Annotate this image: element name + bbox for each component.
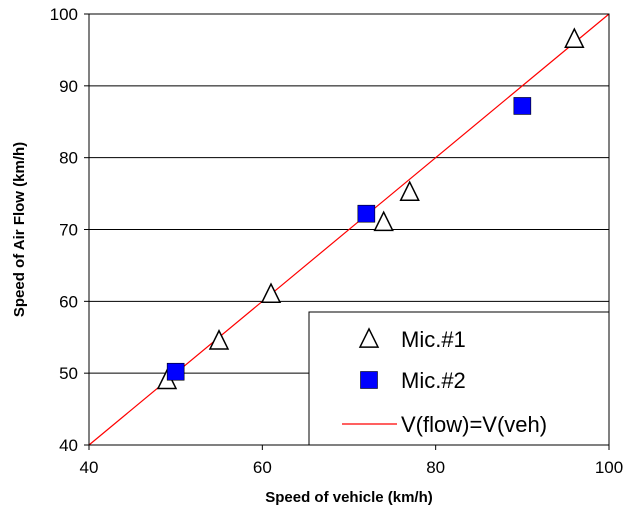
y-tick-label: 60 (59, 292, 78, 311)
y-tick-label: 40 (59, 436, 78, 455)
legend-marker-mic-1 (358, 327, 380, 348)
x-tick-label: 100 (595, 458, 623, 477)
x-tick-label: 80 (426, 458, 445, 477)
legend-label: Mic.#2 (401, 368, 466, 393)
y-tick-label: 90 (59, 77, 78, 96)
legend-box (308, 311, 610, 446)
point-mic-1 (564, 27, 585, 48)
point-mic-2 (357, 204, 376, 223)
legend: Mic.#1 Mic.#2 V(flow)=V(veh) (308, 311, 610, 446)
y-axis-title: Speed of Air Flow (km/h) (11, 142, 28, 317)
x-axis-title: Speed of vehicle (km/h) (265, 489, 433, 506)
point-mic-1 (373, 210, 394, 232)
legend-label: V(flow)=V(veh) (401, 412, 547, 437)
y-tick-label: 70 (59, 221, 78, 240)
y-tick-label: 100 (50, 5, 78, 24)
x-tick-label: 40 (80, 458, 99, 477)
legend-label: Mic.#1 (401, 327, 466, 352)
series-layer (88, 13, 610, 446)
y-tick-label: 80 (59, 149, 78, 168)
point-mic-1 (208, 329, 230, 350)
point-mic-1 (399, 180, 420, 201)
y-tick-label: 50 (59, 364, 78, 383)
point-mic-1 (260, 282, 282, 303)
y-axis-ticks: 40 50 60 70 80 90 100 (50, 5, 89, 455)
point-mic-2 (166, 362, 185, 381)
x-tick-label: 60 (253, 458, 272, 477)
x-axis-ticks: 40 60 80 100 (80, 445, 623, 477)
legend-marker-mic-2 (360, 371, 378, 389)
point-mic-2 (513, 97, 532, 115)
